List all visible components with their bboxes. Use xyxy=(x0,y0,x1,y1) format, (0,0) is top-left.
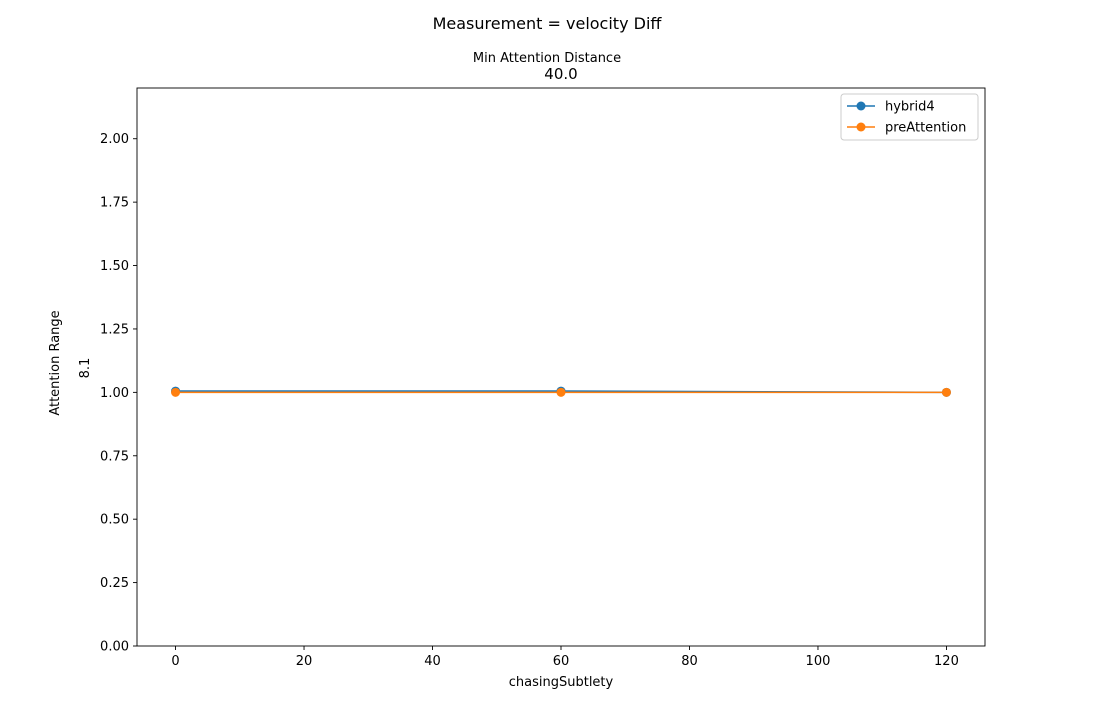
x-tick-label: 60 xyxy=(553,654,570,669)
x-axis-label: chasingSubtlety xyxy=(509,675,614,690)
y-tick-label: 0.50 xyxy=(100,513,129,528)
y-tick-label: 0.75 xyxy=(100,449,129,464)
x-tick-label: 0 xyxy=(171,654,179,669)
x-tick-label: 120 xyxy=(934,654,959,669)
legend-marker-hybrid4 xyxy=(856,101,866,111)
x-tick-label: 100 xyxy=(806,654,831,669)
legend-label-hybrid4: hybrid4 xyxy=(885,100,935,115)
y-tick-label: 1.25 xyxy=(100,322,129,337)
y-tick-label: 1.75 xyxy=(100,196,129,211)
plot-area: 0 20 40 60 80 100 120 0.00 0.25 0.50 0.75 1.00 1.25 1… xyxy=(100,87,986,669)
x-tick-label: 40 xyxy=(424,654,441,669)
y-tick-label: 1.50 xyxy=(100,259,129,274)
y-tick-label: 1.00 xyxy=(100,386,129,401)
y-tick-label: 0.25 xyxy=(100,576,129,591)
chart-title-value: 40.0 xyxy=(544,65,577,83)
legend-box xyxy=(840,93,979,141)
x-tick-label: 80 xyxy=(681,654,698,669)
legend: hybrid4 preAttention xyxy=(840,93,979,141)
data-point-preAttention xyxy=(556,387,566,397)
figure-suptitle: Measurement = velocity Diff xyxy=(433,14,663,33)
y-axis-label-value: 8.1 xyxy=(78,358,93,379)
y-axis-label-group: Attention Range 8.1 xyxy=(48,310,93,415)
y-tick-label: 0.00 xyxy=(100,640,129,655)
y-tick-label: 2.00 xyxy=(100,132,129,147)
data-point-preAttention xyxy=(171,387,181,397)
chart-title-label: Min Attention Distance xyxy=(473,51,621,66)
legend-marker-preAttention xyxy=(856,122,866,132)
x-tick-label: 20 xyxy=(296,654,313,669)
y-axis-label: Attention Range xyxy=(48,310,63,415)
axes-frame xyxy=(136,87,986,647)
data-point-preAttention xyxy=(941,387,951,397)
legend-label-preAttention: preAttention xyxy=(885,121,966,136)
